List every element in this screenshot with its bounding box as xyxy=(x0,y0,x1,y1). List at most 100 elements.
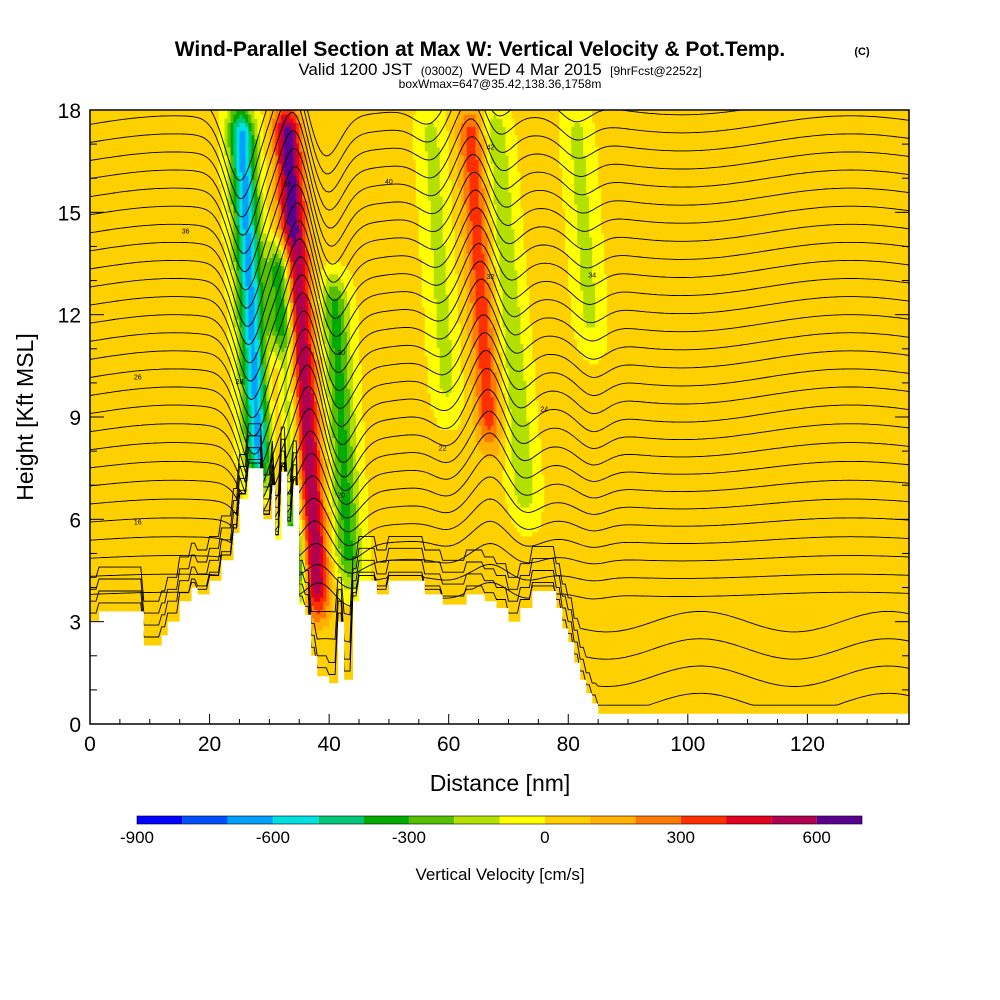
field-cell xyxy=(146,633,151,639)
field-cell xyxy=(146,392,151,398)
field-cell xyxy=(122,110,127,115)
field-cell xyxy=(143,355,148,361)
field-cell xyxy=(116,466,121,471)
field-cell xyxy=(146,621,151,627)
field-cell xyxy=(116,380,121,385)
field-cell xyxy=(90,609,94,615)
field-cell xyxy=(116,179,121,185)
field-cell xyxy=(98,490,103,496)
field-cell xyxy=(98,204,103,209)
field-cell xyxy=(107,392,112,398)
field-cell xyxy=(95,617,100,623)
field-cell xyxy=(110,494,115,500)
field-cell xyxy=(113,376,118,381)
field-cell xyxy=(90,318,94,324)
field-cell xyxy=(152,146,157,152)
field-cell xyxy=(140,388,145,394)
field-cell xyxy=(140,412,145,418)
field-cell xyxy=(131,249,136,254)
field-cell xyxy=(113,347,118,353)
field-cell xyxy=(134,224,139,230)
field-cell xyxy=(128,232,133,238)
field-cell xyxy=(146,535,151,541)
field-cell xyxy=(98,179,103,185)
field-cell xyxy=(128,490,133,496)
field-cell xyxy=(122,367,127,373)
field-cell xyxy=(128,146,133,152)
field-cell xyxy=(119,556,124,561)
field-cell xyxy=(146,556,151,561)
field-cell xyxy=(146,568,151,574)
field-cell xyxy=(128,155,133,160)
field-cell xyxy=(104,269,109,275)
field-cell xyxy=(152,318,157,324)
field-cell xyxy=(101,466,106,471)
field-cell xyxy=(101,195,106,201)
field-cell xyxy=(90,433,94,439)
field-cell xyxy=(131,281,136,287)
field-cell xyxy=(137,257,142,263)
field-cell xyxy=(152,306,157,312)
field-cell xyxy=(95,208,100,213)
field-cell xyxy=(104,322,109,328)
field-cell xyxy=(119,466,124,471)
field-cell xyxy=(149,224,154,230)
field-cell xyxy=(149,298,154,303)
field-cell xyxy=(116,367,121,373)
field-cell xyxy=(116,457,121,463)
field-cell xyxy=(134,150,139,156)
field-cell xyxy=(101,539,106,545)
field-cell xyxy=(113,543,118,549)
field-cell xyxy=(149,621,154,627)
field-cell xyxy=(104,371,109,377)
field-cell xyxy=(98,253,103,258)
field-cell xyxy=(152,539,157,545)
field-cell xyxy=(98,335,103,340)
field-cell xyxy=(119,302,124,308)
field-cell xyxy=(131,601,136,606)
field-cell xyxy=(104,523,109,529)
field-cell xyxy=(152,531,157,537)
field-cell xyxy=(137,331,142,336)
field-cell xyxy=(137,253,142,258)
field-cell xyxy=(128,200,133,205)
field-cell xyxy=(137,249,142,254)
field-cell xyxy=(143,220,148,226)
field-cell xyxy=(140,212,145,218)
field-cell xyxy=(152,617,157,623)
field-cell xyxy=(128,138,133,144)
field-cell xyxy=(110,367,115,373)
field-cell xyxy=(128,421,133,426)
field-cell xyxy=(134,593,139,598)
field-cell xyxy=(137,437,142,443)
field-cell xyxy=(98,523,103,529)
field-cell xyxy=(104,208,109,213)
field-cell xyxy=(134,519,139,525)
field-cell xyxy=(101,384,106,389)
field-cell xyxy=(113,249,118,254)
field-cell xyxy=(98,552,103,557)
field-cell xyxy=(113,462,118,467)
field-cell xyxy=(152,584,157,590)
field-cell xyxy=(90,347,94,353)
field-cell xyxy=(149,380,154,385)
field-cell xyxy=(107,130,112,136)
field-cell xyxy=(101,138,106,144)
field-cell xyxy=(140,306,145,312)
field-cell xyxy=(95,400,100,406)
field-cell xyxy=(113,142,118,148)
field-cell xyxy=(104,421,109,426)
field-cell xyxy=(107,142,112,148)
field-cell xyxy=(140,433,145,439)
field-cell xyxy=(131,204,136,209)
field-cell xyxy=(90,502,94,508)
field-cell xyxy=(143,286,148,291)
field-cell xyxy=(92,580,97,586)
field-cell xyxy=(101,159,106,164)
field-cell xyxy=(104,396,109,402)
field-cell xyxy=(122,486,127,492)
field-cell xyxy=(101,519,106,525)
field-cell xyxy=(92,322,97,328)
field-cell xyxy=(110,404,115,410)
field-cell xyxy=(143,515,148,520)
